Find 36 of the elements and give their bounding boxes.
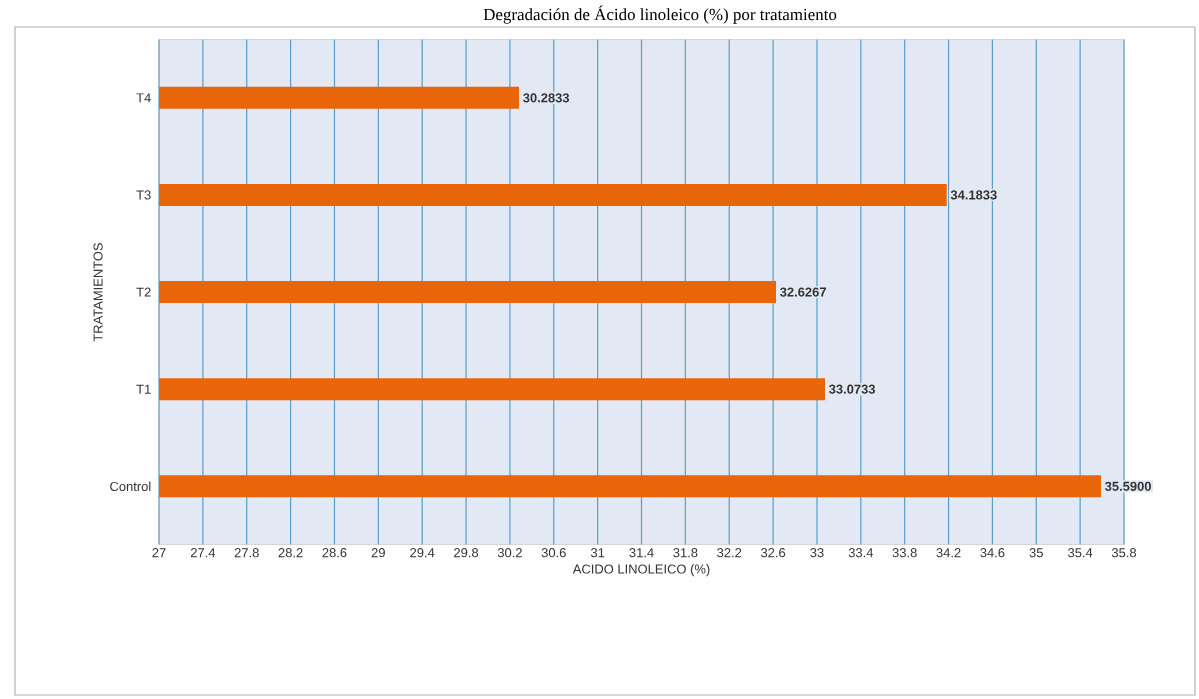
y-tick-label: T4 — [136, 93, 151, 103]
x-tick-label: 31 — [590, 548, 605, 558]
data-label: 33.0733 — [829, 384, 876, 394]
x-tick-label: 34.6 — [980, 548, 1005, 558]
x-tick-label: 34.2 — [936, 548, 961, 558]
x-tick-label: 33.8 — [892, 548, 917, 558]
x-tick-label: 27.8 — [234, 548, 259, 558]
x-tick-label: 33.4 — [848, 548, 874, 558]
x-tick-label: 33 — [810, 548, 824, 558]
x-tick-label: 35 — [1029, 548, 1043, 558]
x-tick-label: 31.8 — [673, 548, 698, 558]
chart-title: Degradación de Ácido linoleico (%) por tratamiento — [483, 5, 837, 24]
data-label: 32.6267 — [780, 287, 826, 297]
x-tick-label: 27.4 — [190, 548, 216, 558]
y-tick-label: T2 — [136, 287, 151, 297]
data-label: 35.5900 — [1104, 481, 1151, 491]
x-tick-label: 32.2 — [717, 548, 742, 558]
data-label: 30.2833 — [523, 93, 570, 103]
x-tick-label: 27 — [152, 548, 166, 558]
x-tick-label: 28.2 — [278, 548, 303, 558]
x-tick-label: 29.4 — [410, 548, 435, 558]
y-axis-title: TRATAMIENTOS — [93, 243, 103, 342]
y-tick-label: T3 — [136, 190, 151, 200]
x-tick-label: 31.4 — [629, 548, 654, 558]
x-tick-label: 35.4 — [1068, 548, 1093, 558]
data-label: 34.1833 — [950, 190, 997, 200]
y-tick-label: T1 — [136, 384, 151, 394]
x-tick-label: 35.8 — [1111, 548, 1137, 558]
x-tick-label: 28.6 — [322, 548, 347, 558]
y-tick-label: Control — [110, 481, 151, 492]
x-tick-label: 29 — [371, 548, 385, 558]
x-tick-label: 30.2 — [497, 548, 522, 558]
x-axis-title: ACIDO LINOLEICO (%) — [572, 564, 710, 577]
x-tick-label: 29.8 — [454, 548, 479, 558]
x-tick-label: 30.6 — [541, 548, 566, 558]
x-tick-label: 32.6 — [761, 548, 786, 558]
